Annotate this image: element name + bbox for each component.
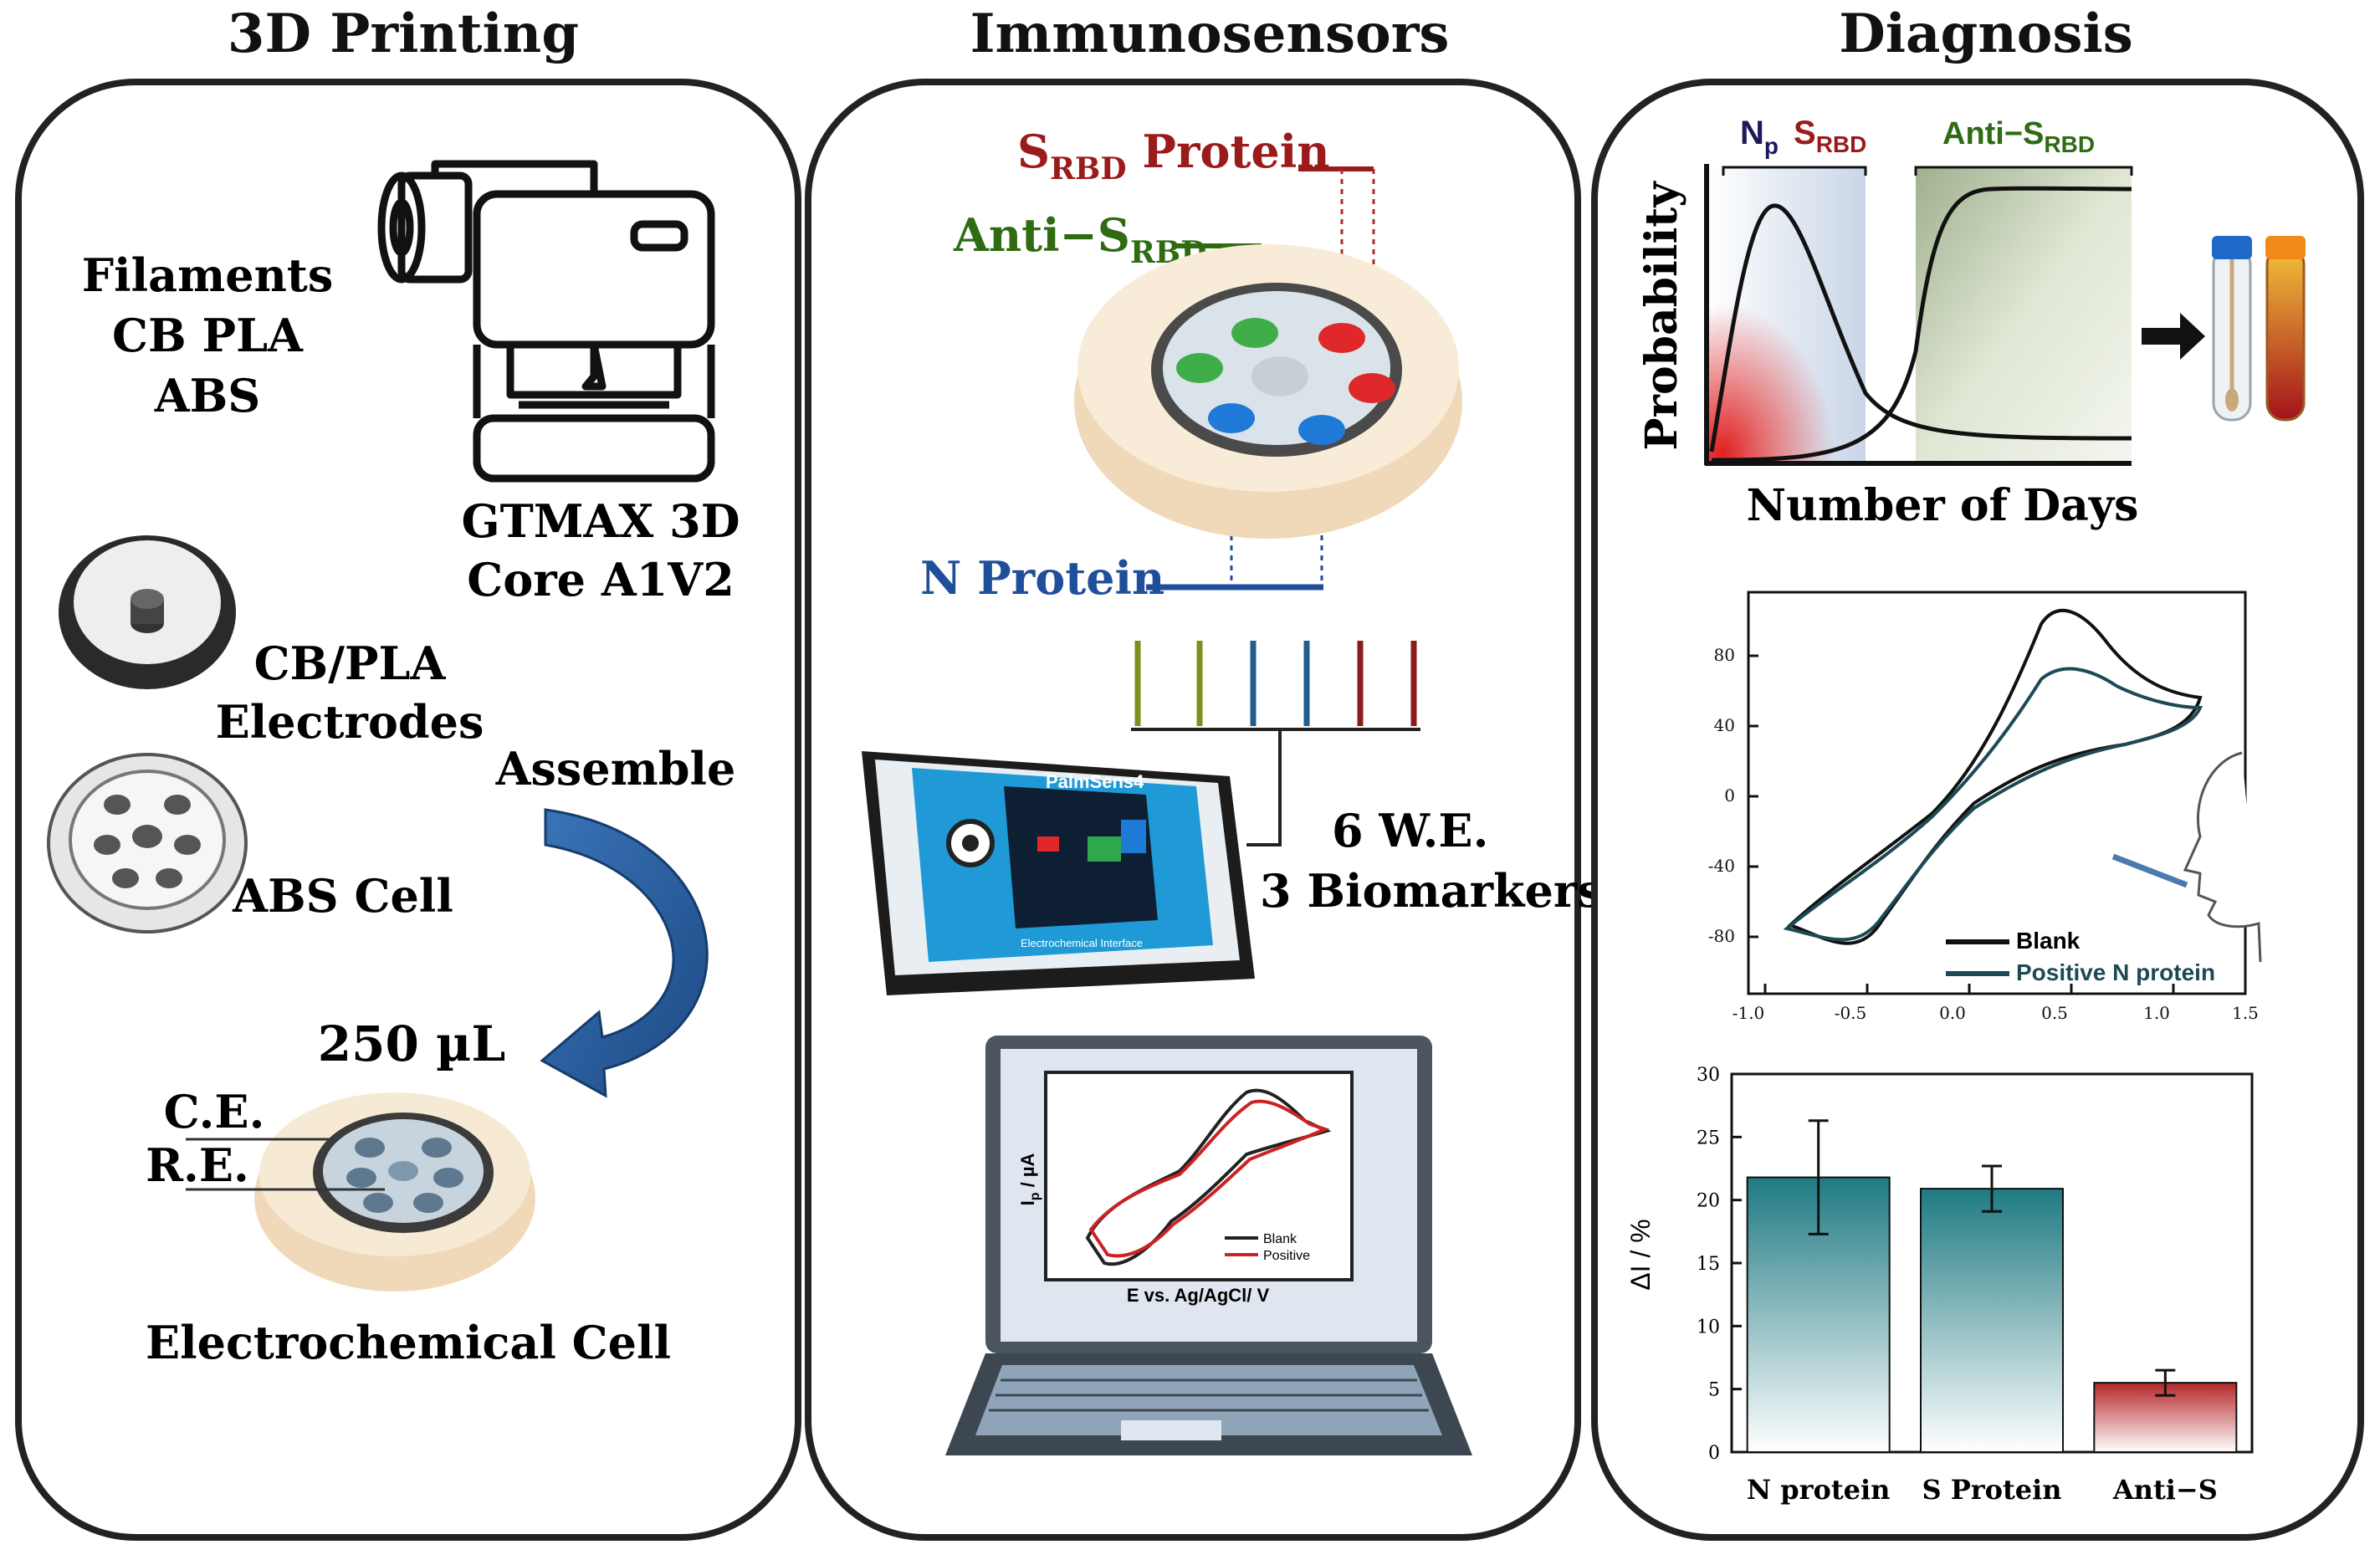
np-bracket bbox=[1722, 166, 1867, 176]
filaments-label: Filaments bbox=[82, 248, 333, 302]
probability-chart: Np SRBD Anti−SRBD Probability Number of … bbox=[1636, 115, 2138, 531]
srbd-label: SRBD bbox=[1794, 115, 1866, 157]
assemble-arrow-icon bbox=[540, 808, 709, 1098]
well-anti-2 bbox=[1176, 353, 1223, 383]
abs-label: ABS bbox=[154, 369, 261, 422]
laptop-plot-frame bbox=[1044, 1071, 1354, 1281]
device-footer: Electrochemical Interface bbox=[1021, 937, 1143, 949]
laptop-legend-blank: Blank bbox=[1263, 1232, 1297, 1246]
cb-pla-label: CB PLA bbox=[112, 309, 304, 362]
cv-xtick-15: 1.5 bbox=[2232, 1003, 2259, 1023]
cv-xtick-0: 0.0 bbox=[1939, 1003, 1966, 1023]
nasal-swab-icon bbox=[2111, 853, 2188, 888]
bar-label-s-protein: S Protein bbox=[1922, 1474, 2061, 1506]
panel-immunosensors: Immunosensors SRBD Protein Anti−SRBD bbox=[805, 3, 1603, 1541]
np-red-region bbox=[1707, 251, 1866, 463]
panel-3d-printing: 3D Printing Filaments CB PLA ABS GTMAX 3… bbox=[15, 3, 801, 1541]
bar-ytick-0: 0 bbox=[1708, 1443, 1720, 1464]
cv-legend-blank: Blank bbox=[2016, 928, 2081, 954]
cv-ytick-m40: -40 bbox=[1708, 856, 1735, 876]
panel-diagnosis: Diagnosis Np SRBD Anti−SRBD Probability … bbox=[1591, 3, 2364, 1541]
bar-series bbox=[1746, 1119, 2238, 1454]
cv-ytick-m80: -80 bbox=[1708, 926, 1735, 946]
assemble-label: Assemble bbox=[495, 742, 736, 795]
prob-xlabel: Number of Days bbox=[1747, 480, 2139, 531]
ce-label: C.E. bbox=[164, 1085, 265, 1138]
anti-curve bbox=[1711, 186, 2132, 463]
abs-cell-icon bbox=[47, 753, 248, 933]
re-label: R.E. bbox=[146, 1138, 249, 1192]
cv-legend-positive: Positive N protein bbox=[2016, 959, 2215, 985]
cv-xtick-m1: -1.0 bbox=[1733, 1003, 1765, 1023]
np-label: Np bbox=[1740, 115, 1779, 159]
volume-label: 250 µL bbox=[318, 1015, 506, 1072]
potentiostat-device-icon: PalmSens4 Electrochemical Interface bbox=[862, 751, 1255, 995]
cv-ytick-80: 80 bbox=[1714, 645, 1735, 665]
cv-ytick-40: 40 bbox=[1714, 715, 1735, 735]
prob-ylabel: Probability bbox=[1636, 181, 1687, 451]
cv-positive-curve bbox=[1783, 667, 2203, 942]
bar-label-anti-s: Anti−S bbox=[2112, 1474, 2218, 1506]
error-bar-n-protein bbox=[1808, 1119, 1829, 1235]
cv-ytick-0: 0 bbox=[1724, 785, 1735, 806]
panel-title: Diagnosis bbox=[1839, 3, 2133, 65]
srbd-protein-label: SRBD Protein bbox=[1017, 125, 1330, 187]
we-label: 6 W.E. bbox=[1332, 804, 1488, 857]
cell-label: Electrochemical Cell bbox=[146, 1316, 671, 1369]
bar-ytick-20: 20 bbox=[1697, 1191, 1720, 1212]
anti-window bbox=[1916, 167, 2132, 463]
error-bar-s-protein bbox=[1982, 1164, 2002, 1213]
well-srbd-2 bbox=[1349, 373, 1395, 403]
laptop-plot-xlabel: E vs. Ag/AgCl/ V bbox=[1127, 1285, 1270, 1306]
sensor-cell-icon bbox=[1074, 244, 1462, 539]
bar-s-protein bbox=[1919, 1188, 2065, 1454]
anti-bracket bbox=[1914, 166, 2133, 176]
bar-ylabel: ΔI / % bbox=[1625, 1219, 1656, 1290]
device-name: PalmSens4 bbox=[1046, 771, 1144, 792]
laptop-plot-ylabel: Ip / µA bbox=[1017, 1153, 1042, 1205]
well-n-2 bbox=[1298, 415, 1345, 445]
abs-cell-label: ABS Cell bbox=[232, 869, 453, 923]
laptop-icon: Ip / µA E vs. Ag/AgCl/ V Blank Positive bbox=[945, 1036, 1472, 1455]
cv-xtick-05: 0.5 bbox=[2041, 1003, 2068, 1023]
bar-ytick-15: 15 bbox=[1697, 1254, 1720, 1275]
cv-chart: 80 40 0 -40 -80 -1.0 -0.5 0.0 0.5 1.0 1.… bbox=[1708, 591, 2262, 1023]
np-srbd-curve bbox=[1709, 203, 2132, 453]
panel-title: Immunosensors bbox=[970, 3, 1450, 65]
electrochemical-cell-icon bbox=[254, 1092, 535, 1291]
bar-chart: 0 5 10 15 20 25 30 N protein S Protein Anti−S ΔI… bbox=[1625, 1065, 2254, 1506]
laptop-cv-positive bbox=[1088, 1099, 1330, 1258]
bar-y-ticks: 0 5 10 15 20 25 30 bbox=[1697, 1065, 1742, 1464]
printer-label-line1: GTMAX 3D bbox=[461, 494, 740, 548]
error-bar-anti-s bbox=[2155, 1368, 2176, 1397]
cv-xtick-m05: -0.5 bbox=[1835, 1003, 1867, 1023]
right-arrow-icon bbox=[2142, 313, 2205, 360]
n-protein-label: N Protein bbox=[920, 551, 1164, 605]
bar-ytick-10: 10 bbox=[1697, 1317, 1720, 1338]
bar-ytick-25: 25 bbox=[1697, 1128, 1720, 1148]
bar-label-n-protein: N protein bbox=[1747, 1474, 1891, 1506]
cv-xtick-1: 1.0 bbox=[2143, 1003, 2170, 1023]
bar-x-labels: N protein S Protein Anti−S bbox=[1747, 1474, 2218, 1506]
working-electrodes bbox=[1131, 641, 1420, 846]
sample-tubes-icon bbox=[2142, 236, 2306, 422]
well-anti-1 bbox=[1231, 318, 1278, 348]
panel-frame bbox=[15, 79, 801, 1541]
bar-ytick-5: 5 bbox=[1708, 1380, 1720, 1401]
panel-title: 3D Printing bbox=[228, 3, 579, 65]
anti-label: Anti−SRBD bbox=[1942, 116, 2095, 157]
biomarkers-label: 3 Biomarkers bbox=[1260, 864, 1603, 918]
well-srbd-1 bbox=[1318, 323, 1365, 353]
cb-pla-electrode-icon bbox=[59, 535, 236, 689]
bar-ytick-30: 30 bbox=[1697, 1065, 1720, 1086]
electrodes-label-line1: CB/PLA bbox=[254, 637, 447, 690]
printer-label-line2: Core A1V2 bbox=[467, 553, 734, 606]
laptop-legend-positive: Positive bbox=[1263, 1249, 1310, 1263]
electrodes-label-line2: Electrodes bbox=[216, 695, 484, 749]
3d-printer-icon bbox=[377, 160, 715, 483]
well-n-1 bbox=[1208, 403, 1255, 433]
patient-face-icon bbox=[2183, 751, 2262, 963]
